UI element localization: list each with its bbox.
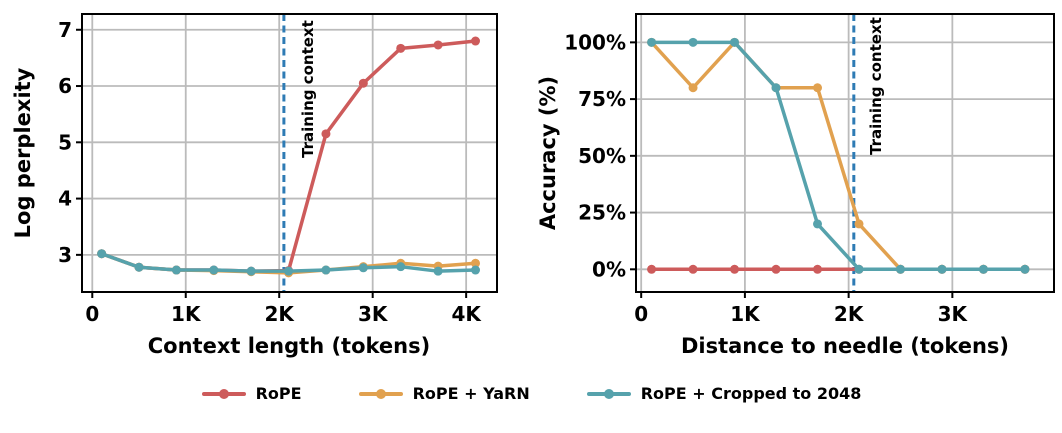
data-point — [813, 83, 823, 93]
data-point — [854, 264, 864, 274]
data-point — [97, 249, 107, 259]
data-point — [209, 265, 219, 275]
data-point — [688, 264, 698, 274]
y-tick-label: 6 — [58, 74, 72, 98]
legend-dot — [218, 388, 229, 399]
data-point — [358, 263, 368, 273]
data-point — [396, 262, 406, 272]
legend: RoPE RoPE + YaRN RoPE + Cropped to 2048 — [0, 384, 1062, 403]
data-point — [895, 264, 905, 274]
y-axis-label: Accuracy (%) — [536, 76, 560, 230]
data-point — [813, 219, 823, 229]
legend-label-rope: RoPE — [255, 384, 302, 403]
data-point — [771, 264, 781, 274]
data-point — [647, 37, 657, 47]
legend-marker-rope-cropped — [586, 388, 631, 399]
legend-dot — [603, 388, 614, 399]
x-tick-label: 2K — [834, 302, 865, 326]
legend-item-rope-yarn: RoPE + YaRN — [358, 384, 530, 403]
y-tick-label: 5 — [58, 130, 72, 154]
accuracy-chart: 0 1K 2K 3K 0% 25% 50% 75% 100% Distance to needl… — [536, 13, 1055, 358]
x-tick-label: 2K — [265, 302, 296, 326]
data-point — [396, 43, 406, 53]
data-point — [978, 264, 988, 274]
legend-marker-rope-yarn — [358, 388, 403, 399]
data-point — [688, 83, 698, 93]
x-tick-label: 0 — [634, 302, 648, 326]
x-tick-label: 1K — [730, 302, 761, 326]
data-point — [134, 262, 144, 272]
data-point — [246, 266, 256, 276]
data-point — [471, 36, 481, 46]
data-point — [321, 265, 331, 275]
data-point — [854, 219, 864, 229]
y-tick-label: 0% — [592, 257, 626, 281]
data-point — [433, 266, 443, 276]
y-tick-label: 50% — [578, 144, 626, 168]
plot-layer: 0 1K 2K 3K 0% 25% 50% 75% 100% — [564, 13, 1055, 326]
y-tick-label: 7 — [58, 18, 72, 42]
data-point — [1020, 264, 1030, 274]
legend-item-rope: RoPE — [201, 384, 302, 403]
series-line — [649, 40, 1027, 272]
series-line — [99, 39, 478, 273]
data-point — [284, 266, 294, 276]
data-point — [471, 265, 481, 275]
perplexity-chart: 0 1K 2K 3K 4K 3 4 5 6 7 Context length (tokens) L… — [11, 13, 498, 358]
y-tick-label: 25% — [578, 201, 626, 225]
legend-dot — [375, 388, 386, 399]
training-context-annotation: Training context — [299, 20, 317, 158]
data-point — [171, 265, 181, 275]
data-point — [771, 83, 781, 93]
plot-border — [635, 13, 1055, 293]
legend-marker-rope — [201, 388, 246, 399]
y-tick-label: 100% — [564, 30, 626, 54]
plot-border — [81, 13, 498, 293]
x-tick-label: 1K — [171, 302, 202, 326]
data-point — [321, 129, 331, 139]
data-point — [358, 78, 368, 88]
y-tick-label: 4 — [58, 187, 72, 211]
x-tick-label: 4K — [451, 302, 482, 326]
data-point — [730, 37, 740, 47]
legend-label-rope-yarn: RoPE + YaRN — [412, 384, 530, 403]
x-axis-label: Distance to needle (tokens) — [681, 334, 1009, 358]
y-axis-label: Log perplexity — [11, 67, 35, 238]
x-axis-label: Context length (tokens) — [148, 334, 430, 358]
legend-label-rope-cropped: RoPE + Cropped to 2048 — [640, 384, 862, 403]
legend-item-rope-cropped: RoPE + Cropped to 2048 — [586, 384, 862, 403]
data-point — [813, 264, 823, 274]
data-point — [471, 258, 481, 268]
x-tick-label: 0 — [85, 302, 99, 326]
data-point — [647, 264, 657, 274]
training-context-annotation: Training context — [867, 17, 885, 155]
data-point — [688, 37, 698, 47]
data-point — [433, 40, 443, 50]
x-tick-label: 3K — [358, 302, 389, 326]
y-tick-label: 75% — [578, 87, 626, 111]
y-tick-label: 3 — [58, 243, 72, 267]
data-point — [730, 264, 740, 274]
data-point — [937, 264, 947, 274]
x-tick-label: 3K — [938, 302, 969, 326]
plot-layer: 0 1K 2K 3K 4K 3 4 5 6 7 — [58, 13, 498, 326]
